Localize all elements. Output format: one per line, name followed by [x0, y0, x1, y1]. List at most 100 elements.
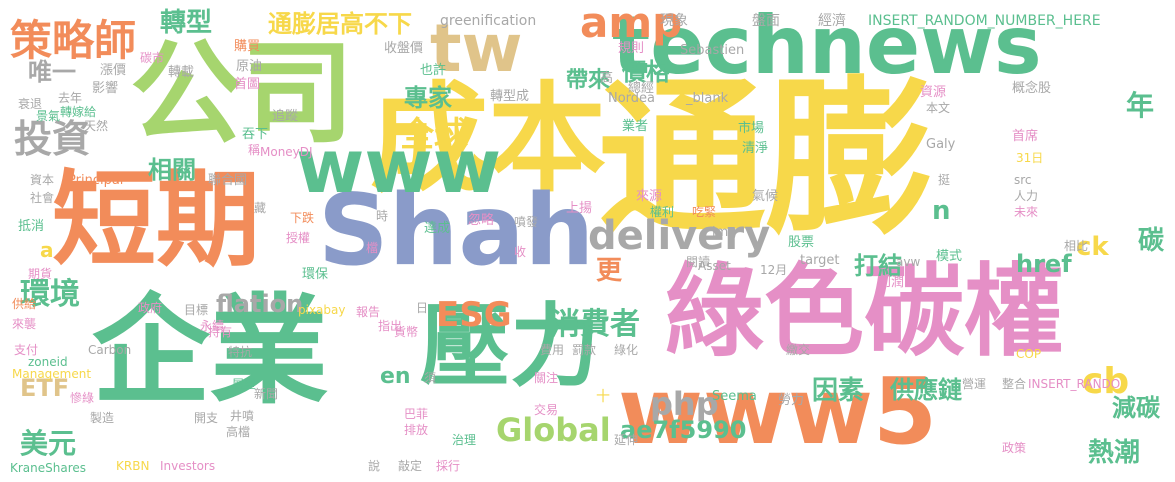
word-cloud-term: 轉載	[168, 65, 195, 80]
word-cloud-term: 短期	[52, 159, 261, 281]
word-cloud-term: 下跌	[290, 211, 315, 225]
word-cloud-term: Nordea	[608, 91, 656, 106]
word-cloud-term: 噴發	[514, 215, 539, 229]
word-cloud-term: 井噴	[230, 409, 255, 423]
word-cloud-term: greenification	[440, 13, 537, 29]
word-cloud-term: COP	[1016, 347, 1042, 361]
word-cloud-term: php	[650, 385, 719, 423]
word-cloud-term: 也許	[420, 63, 447, 78]
word-cloud-term: 貨幣	[394, 325, 419, 339]
word-cloud-term: 忽略	[468, 213, 495, 228]
word-cloud-term: Management	[12, 367, 92, 381]
word-cloud-term: 環保	[302, 267, 329, 282]
word-cloud-term: _blank	[686, 91, 729, 106]
word-cloud-term: 氣候	[752, 189, 779, 204]
word-cloud-term: 政策	[1002, 441, 1027, 455]
word-cloud-term: 通膨	[598, 61, 934, 257]
word-cloud-term: 特抗	[228, 345, 253, 359]
word-cloud-term: 規則	[618, 41, 645, 56]
word-cloud-term: 慘綠	[70, 391, 95, 405]
word-cloud-term: pixabay	[298, 303, 346, 317]
word-cloud-term: 相關	[148, 156, 196, 184]
word-cloud-term: 挺	[938, 173, 951, 187]
word-cloud-term: tw	[430, 10, 523, 87]
word-cloud-term: 購買	[234, 39, 261, 54]
word-cloud-term: delivery	[588, 213, 771, 259]
word-cloud-term: 須	[424, 371, 437, 385]
word-cloud-term: 美元	[20, 427, 77, 460]
word-cloud-term: 因素	[812, 376, 865, 406]
word-cloud-term: 漲價	[100, 63, 127, 78]
word-cloud-term: 資源	[920, 85, 947, 100]
word-cloud-term: 追蹤	[272, 109, 299, 124]
word-cloud-term: 支付	[14, 343, 39, 357]
word-cloud-term: 閱讀	[686, 255, 711, 269]
word-cloud-term: 12月	[760, 263, 788, 277]
word-cloud-term: Seema	[712, 389, 757, 404]
word-cloud-term: 碳市	[140, 51, 165, 65]
word-cloud-term: 利潤	[878, 275, 905, 290]
word-cloud-term: 經濟	[818, 13, 846, 29]
word-cloud-term: 開支	[194, 411, 219, 425]
word-cloud-term: KraneShares	[10, 461, 87, 475]
word-cloud-term: 報告	[356, 305, 381, 319]
word-cloud-term: 達成	[424, 221, 451, 236]
word-cloud-term: 消費者	[550, 307, 640, 342]
word-cloud-term: 吞下	[242, 127, 269, 142]
word-cloud-term: 延伸	[614, 433, 639, 447]
word-cloud-term: 未來	[1014, 205, 1039, 219]
word-cloud-term: 更	[596, 256, 623, 286]
word-cloud-term: 碳	[1138, 226, 1165, 256]
word-cloud-term: flation	[216, 290, 304, 318]
word-cloud-term: 費用	[540, 343, 565, 357]
word-cloud-term: 供給	[12, 297, 37, 311]
word-cloud-term: 現象	[660, 13, 688, 29]
word-cloud-term: 指出	[378, 319, 403, 333]
word-cloud-term: 永續	[200, 319, 225, 333]
word-cloud-term: Galy	[926, 137, 956, 152]
word-cloud-term: 來襲	[12, 317, 37, 331]
word-cloud-term: 綠化	[614, 343, 639, 357]
word-cloud-term: 業者	[622, 119, 649, 134]
word-cloud-term: 全球	[400, 115, 468, 155]
word-cloud-term: 勞力	[778, 393, 805, 408]
word-cloud-term: Global	[496, 411, 611, 449]
word-cloud-term: Sebastien	[680, 43, 745, 58]
word-cloud-term: 聯合國	[208, 173, 248, 188]
word-cloud-term: 本文	[926, 101, 951, 115]
word-cloud-term: amp	[580, 0, 683, 47]
word-cloud-term: www	[296, 124, 502, 210]
word-cloud-term: 繳交	[786, 343, 811, 357]
word-cloud-term: INSERT_RANDO	[1028, 377, 1121, 391]
word-cloud-term: 期貨	[28, 267, 53, 281]
word-cloud-term: href	[1016, 250, 1072, 278]
word-cloud-term: a	[40, 238, 54, 262]
word-cloud-term: MoneyDJ	[260, 145, 313, 159]
word-cloud-term: Principal	[68, 173, 124, 188]
word-cloud-term: 去年	[58, 91, 83, 105]
word-cloud-term: 資本	[30, 173, 55, 187]
word-cloud-term: 專家	[404, 84, 452, 112]
word-cloud-term: ESG	[436, 295, 512, 335]
word-cloud-term: 成本	[370, 70, 607, 208]
word-cloud-term: 投資	[14, 117, 91, 161]
word-cloud-term: 人力	[1014, 189, 1039, 203]
word-cloud-term: KRBN	[116, 459, 150, 473]
word-cloud-term: 持有	[208, 325, 233, 339]
word-cloud-term: 社會	[30, 191, 55, 205]
word-cloud-term: 天然	[84, 119, 109, 133]
word-cloud-term: INSERT_RANDOM_NUMBER_HERE	[868, 13, 1101, 29]
word-cloud-term: 政府	[138, 301, 163, 315]
word-cloud-term: 盤面	[752, 13, 780, 29]
word-cloud-term: Investors	[160, 459, 216, 473]
word-cloud-term: ETF	[20, 374, 70, 402]
word-cloud-term: 收盤價	[384, 41, 424, 56]
word-cloud-term: 通膨居高不下	[268, 10, 412, 38]
word-cloud-term: 日	[416, 301, 429, 315]
word-cloud-term: 企業	[92, 282, 329, 420]
word-cloud-term: 展望	[232, 377, 257, 391]
word-cloud-term: img	[712, 225, 737, 240]
word-cloud-term: 熱潮	[1088, 438, 1141, 468]
word-cloud-term: 關注	[534, 371, 559, 385]
